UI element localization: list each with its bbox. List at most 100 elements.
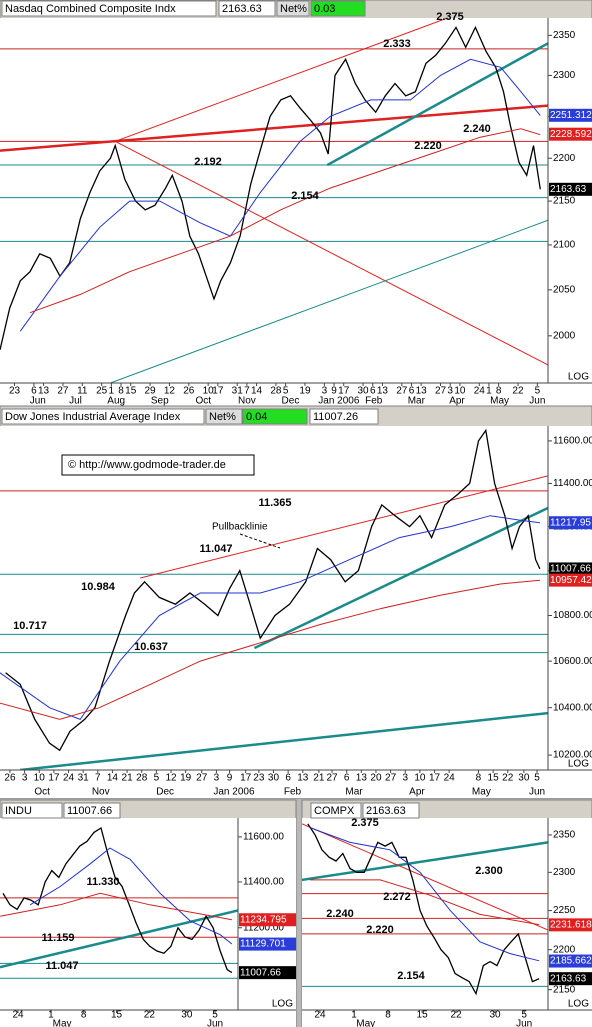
x-tick-label: 30 [181, 1010, 193, 1021]
month-label: Aug [107, 396, 125, 407]
x-tick-label: 15 [417, 1010, 429, 1021]
price-label: 2228.592 [550, 129, 592, 140]
x-tick-label: 8 [385, 1010, 391, 1021]
y-tick-label: 2350 [553, 830, 576, 841]
x-tick-label: 6 [285, 773, 291, 784]
header-field [309, 408, 379, 425]
y-tick-label: 2350 [553, 30, 576, 41]
header-title: Dow Jones Industrial Average Index [5, 411, 181, 423]
x-tick-label: 24 [63, 773, 75, 784]
x-tick-label: 10 [414, 773, 426, 784]
plot-area [0, 18, 592, 383]
credit-box [61, 454, 255, 476]
price-label: 10957.42 [550, 575, 592, 586]
y-tick-label: 11400.00 [243, 877, 284, 888]
series-line [2, 826, 233, 974]
header-net: 0.04 [246, 411, 267, 423]
y-tick-label: 2000 [553, 330, 576, 341]
trend-line [115, 18, 449, 142]
level-annotation: 10.984 [81, 581, 116, 593]
scale-label: LOG [568, 999, 589, 1010]
x-tick-label: 6 [409, 386, 415, 397]
x-tick-label: 7 [95, 773, 101, 784]
x-tick-label: 17 [48, 773, 60, 784]
x-tick-label: 9 [331, 386, 337, 397]
x-tick-label: 17 [429, 773, 441, 784]
x-tick-label: 11 [77, 386, 88, 397]
y-tick-label: 10400.00 [553, 702, 592, 713]
price-label: 2251.312 [550, 110, 592, 121]
trend-line [140, 475, 548, 579]
plot-layer [0, 826, 238, 979]
month-label: Feb [365, 396, 383, 407]
y-tick-label: 11200.00 [243, 922, 284, 933]
header-net-label: Net% [280, 3, 307, 15]
price-label: 11007.66 [550, 564, 591, 575]
header-last: 2163.63 [366, 805, 406, 817]
x-tick-label: 30 [358, 386, 370, 397]
month-label: Jun [529, 787, 545, 798]
series-line [5, 428, 541, 752]
month-label: Jun [207, 1019, 223, 1027]
y-tick-label: 2200 [553, 153, 576, 164]
x-tick-label: 28 [270, 386, 282, 397]
price-label-box [549, 562, 592, 576]
x-tick-label: 26 [183, 386, 195, 397]
x-tick-label: 6 [31, 386, 37, 397]
x-tick-label: 5 [154, 773, 160, 784]
x-tick-label: 15 [488, 773, 500, 784]
series-line [29, 847, 233, 945]
plot-layer [302, 823, 548, 996]
y-tick-label: 2300 [553, 70, 576, 81]
x-tick-label: 5 [283, 386, 289, 397]
level-annotation: 2.220 [366, 924, 394, 936]
y-tick-label: 11600.00 [243, 832, 284, 843]
x-tick-label: 1 [486, 386, 492, 397]
x-tick-label: 10 [203, 386, 215, 397]
x-tick-label: 17 [212, 386, 224, 397]
x-tick-label: 14 [107, 773, 119, 784]
x-tick-label: 1 [109, 386, 115, 397]
x-tick-label: 21 [313, 773, 325, 784]
x-tick-label: 17 [240, 773, 252, 784]
month-label: Jun [516, 1019, 532, 1027]
header-field [242, 408, 308, 425]
header-net: 0.03 [314, 3, 335, 15]
month-label: Nov [238, 396, 256, 407]
series-line [309, 879, 540, 926]
month-label: Nov [92, 787, 110, 798]
x-tick-label: 14 [251, 386, 263, 397]
x-tick-label: 23 [9, 386, 21, 397]
level-annotation: 11.159 [41, 932, 74, 944]
price-label-box [549, 918, 592, 932]
trend-line [114, 140, 548, 366]
level-annotation: 11.330 [86, 876, 119, 888]
price-label-box [549, 954, 592, 968]
x-tick-label: 30 [518, 773, 530, 784]
x-tick-label: 7 [244, 386, 250, 397]
price-label-box [239, 913, 296, 927]
x-axis-area [0, 770, 592, 798]
y-tick-label: 2150 [553, 984, 576, 995]
series-line [307, 823, 540, 996]
price-label: 2163.63 [550, 973, 587, 984]
x-tick-label: 20 [370, 773, 382, 784]
x-tick-label: 10 [454, 386, 466, 397]
header-last: 11007.26 [313, 411, 358, 423]
price-label: 11007.66 [240, 967, 281, 978]
x-tick-label: 25 [96, 386, 108, 397]
level-annotation: 10.717 [13, 620, 47, 632]
y-tick-label: 10800.00 [553, 610, 592, 621]
y-tick-label: 2100 [553, 240, 576, 251]
price-label-box [239, 966, 296, 980]
x-tick-label: 8 [476, 773, 482, 784]
note: Pullbacklinie [212, 522, 268, 533]
scale-label: LOG [568, 759, 589, 770]
price-label-box [549, 182, 592, 196]
y-tick-label: 2200 [553, 944, 576, 955]
header-field [276, 0, 310, 17]
x-tick-label: 5 [212, 1010, 218, 1021]
month-label: Mar [408, 396, 426, 407]
header-title: Nasdaq Combined Composite Indx [5, 3, 176, 15]
header-title: COMPX [314, 805, 355, 817]
